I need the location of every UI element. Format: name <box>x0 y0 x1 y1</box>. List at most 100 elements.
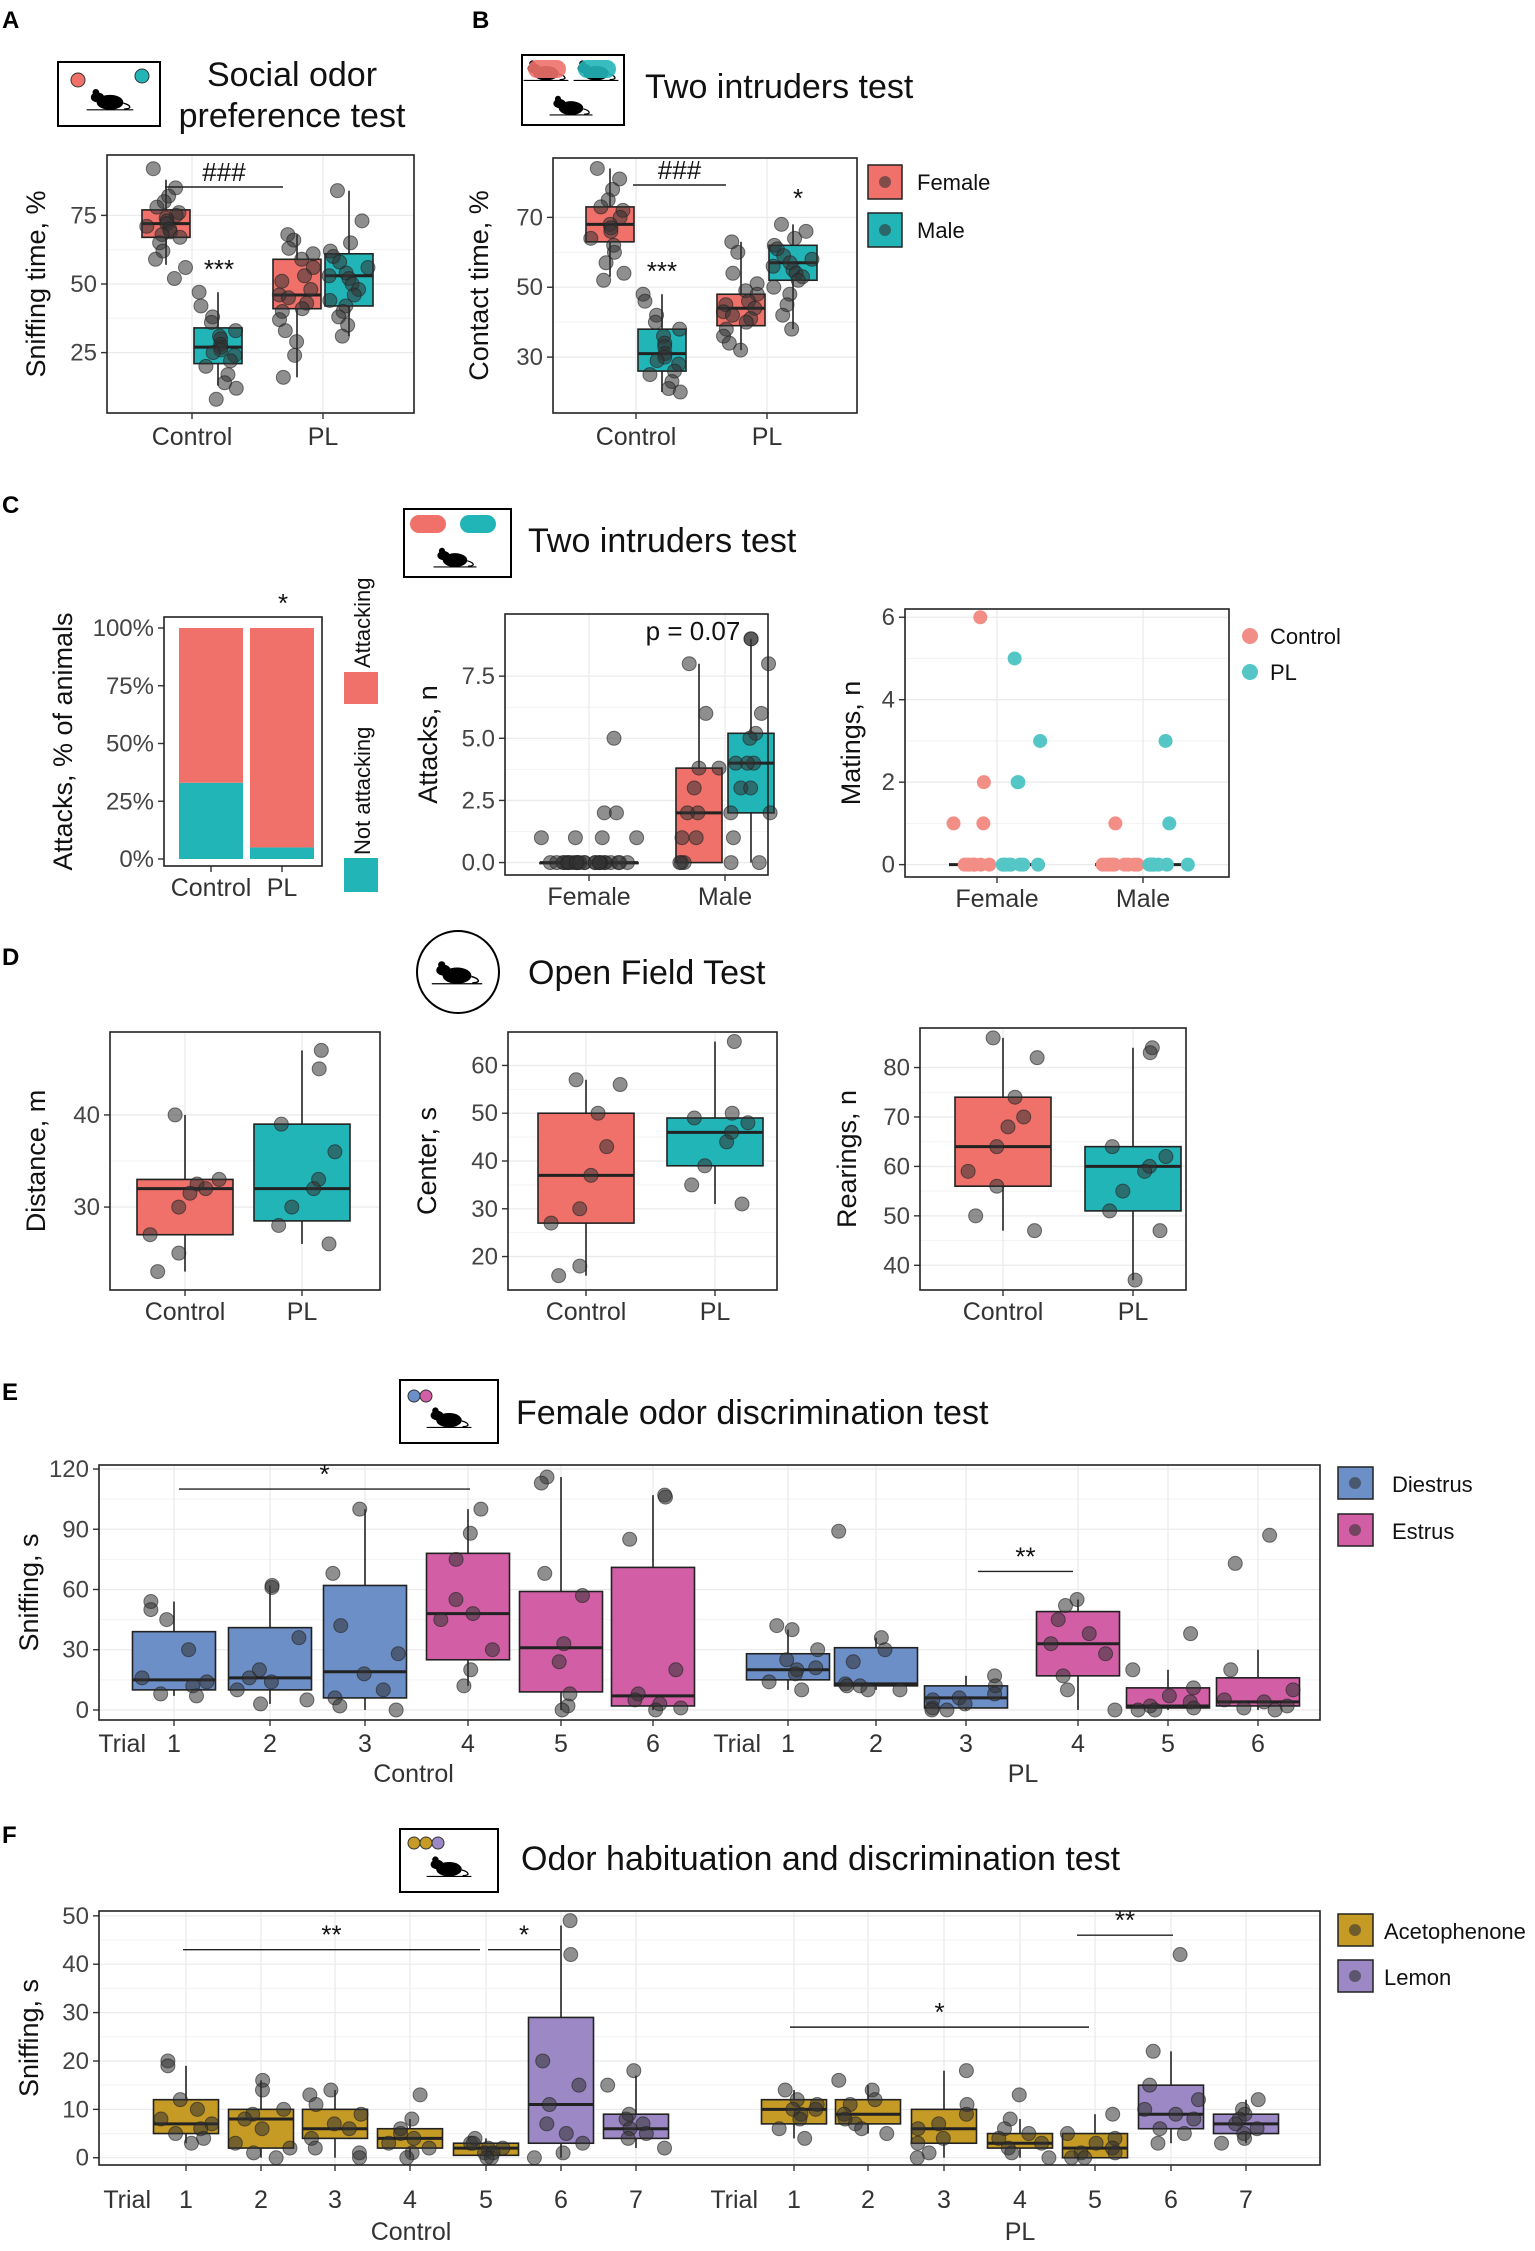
data-point <box>892 1682 908 1698</box>
box-group <box>271 227 322 385</box>
data-point <box>976 816 991 831</box>
significance-label: * <box>319 1459 329 1489</box>
data-point <box>725 830 741 846</box>
data-point <box>766 279 782 295</box>
x-tick-label: Control <box>596 423 677 451</box>
y-tick-label: 40 <box>883 1252 910 1279</box>
x-tick-label: 3 <box>959 1730 973 1758</box>
y-tick-label: 2 <box>882 769 895 796</box>
data-point <box>237 2111 253 2127</box>
data-point <box>404 2111 420 2127</box>
data-point <box>603 223 619 239</box>
data-point <box>558 2126 574 2142</box>
legend-diestrus-label: Diestrus <box>1392 1472 1473 1497</box>
data-point <box>1250 2092 1266 2108</box>
y-tick-label: 30 <box>73 1194 100 1221</box>
data-point <box>1186 2111 1202 2127</box>
data-point <box>541 2097 557 2113</box>
estrus-odor-dot-icon <box>419 1389 433 1403</box>
data-point <box>274 273 290 289</box>
data-point <box>957 857 972 872</box>
data-point <box>160 2058 176 2074</box>
data-point <box>551 1654 567 1670</box>
data-point <box>804 251 820 267</box>
data-point <box>1227 1555 1243 1571</box>
male-intruder-color-icon <box>460 515 496 533</box>
y-tick-label: 60 <box>883 1153 910 1180</box>
data-point <box>777 2082 793 2098</box>
data-point <box>616 265 632 281</box>
data-point <box>268 2150 284 2166</box>
x-tick-label: 2 <box>869 1730 883 1758</box>
data-point <box>282 2140 298 2156</box>
data-point <box>973 610 988 625</box>
data-point <box>326 2116 342 2132</box>
y-tick-label: 100% <box>93 615 154 642</box>
panel-a-header: Social odor preference test <box>57 56 406 135</box>
data-point <box>910 2135 926 2151</box>
data-point <box>638 2126 654 2142</box>
panel-label-b: B <box>472 7 489 34</box>
data-point <box>284 1199 300 1215</box>
data-point <box>567 830 583 846</box>
significance-label: * <box>519 1920 529 1950</box>
data-point <box>839 1678 855 1694</box>
data-point <box>976 775 991 790</box>
data-point <box>303 281 319 297</box>
data-point <box>594 830 610 846</box>
data-point <box>674 830 690 846</box>
data-point <box>554 1702 570 1718</box>
panel-label-e: E <box>2 1379 18 1406</box>
data-point <box>149 199 165 215</box>
data-point <box>1236 1700 1252 1716</box>
data-point <box>1016 1109 1032 1125</box>
data-point <box>159 1612 175 1628</box>
data-point <box>724 307 740 323</box>
data-point <box>1000 1119 1016 1135</box>
data-point <box>810 1642 826 1658</box>
plot-frame <box>504 613 769 876</box>
data-point <box>246 2145 262 2161</box>
acetophenone-odor-dot-icon <box>407 1836 421 1850</box>
x-tick-label: 6 <box>554 2186 568 2214</box>
y-tick-label: 0 <box>76 2145 89 2172</box>
panel-c-attacks-boxplot: 0.0 2.5 5.0 7.5 Attacks, n Female Male p = 0.07 <box>413 613 778 911</box>
data-point <box>289 334 305 350</box>
significance-label: ** <box>1015 1541 1035 1571</box>
data-point <box>1102 1203 1118 1219</box>
data-point <box>167 1107 183 1123</box>
box-group <box>923 1668 1009 1718</box>
panel-c-matings-scatter: 0 2 4 6 Matings, n Female Male <box>836 604 1230 913</box>
data-point <box>672 321 688 337</box>
data-point <box>985 1030 1001 1046</box>
y-tick-label: 10 <box>62 2096 89 2123</box>
box-group <box>600 2063 673 2156</box>
x-tick-label: Male <box>698 883 752 911</box>
data-point <box>332 1698 348 1714</box>
data-point <box>721 335 737 351</box>
data-point <box>773 216 789 232</box>
data-point <box>787 230 803 246</box>
plot-frame <box>919 1027 1187 1291</box>
data-point <box>589 160 605 176</box>
data-point <box>1034 2135 1050 2151</box>
y-tick-label: 50 <box>516 274 543 301</box>
box-group <box>1035 1592 1123 1718</box>
data-point <box>958 2063 974 2079</box>
legend-female-point <box>879 176 891 188</box>
data-point <box>568 1072 584 1088</box>
data-point <box>1104 1139 1120 1155</box>
group-label: Control <box>373 1760 454 1788</box>
x-tick-label: 2 <box>254 2186 268 2214</box>
data-point <box>784 321 800 337</box>
data-point <box>808 1660 824 1676</box>
data-point <box>854 2121 870 2137</box>
legend-acetophenone-label: Acetophenone <box>1384 1919 1526 1944</box>
data-point <box>313 1042 329 1058</box>
data-point <box>743 631 759 647</box>
y-tick-label: 60 <box>471 1052 498 1079</box>
data-point <box>738 314 754 330</box>
data-point <box>1027 1223 1043 1239</box>
data-point <box>539 2116 555 2132</box>
data-point <box>526 2150 542 2166</box>
